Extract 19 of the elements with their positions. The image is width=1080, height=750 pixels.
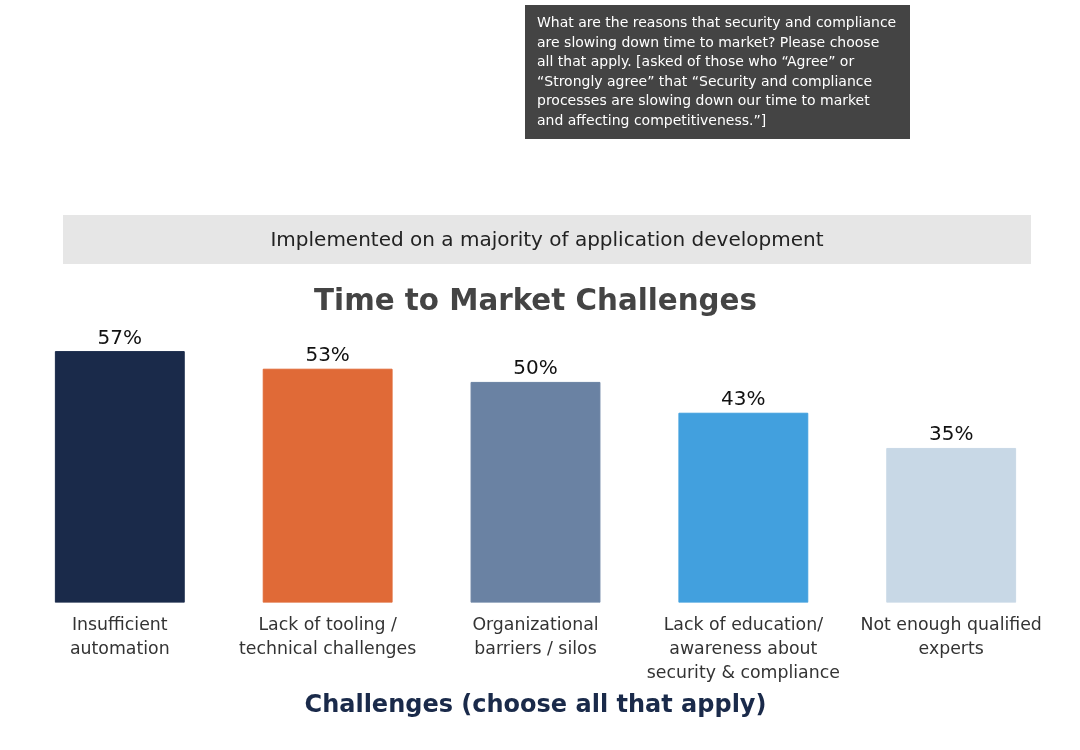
x-tick-label: Organizational barriers / silos	[472, 613, 599, 658]
x-tick-label: Insufficient automation	[69, 613, 170, 658]
data-label: 35%	[928, 421, 974, 446]
text: Implemented on a majority of application development	[63, 215, 1031, 264]
bar	[678, 412, 809, 603]
data-label: 57%	[97, 324, 143, 349]
x-tick-label: Lack of education/ awareness about security & compliance	[646, 613, 840, 682]
bar	[54, 351, 185, 603]
chart-title: Time to Market Challenges	[314, 282, 757, 317]
data-label: 43%	[721, 386, 766, 411]
x-tick-label: Not enough qualified experts	[860, 613, 1042, 658]
x-axis-title: Challenges (choose all that apply)	[304, 689, 767, 718]
x-tick-label: Lack of tooling / technical challenges	[239, 613, 417, 658]
data-label: 50%	[513, 355, 558, 380]
bar	[262, 368, 393, 603]
bar	[470, 381, 601, 603]
data-label: 53%	[305, 342, 350, 367]
bar	[886, 447, 1017, 603]
text: What are the reasons that security and compliance are slowing down time to market? Please choose all that apply. [asked of those who “Agree” or “Strongly agree” that “Security and compliance processes are slowing down our time to market and affecting competitiveness.”]	[525, 5, 910, 139]
